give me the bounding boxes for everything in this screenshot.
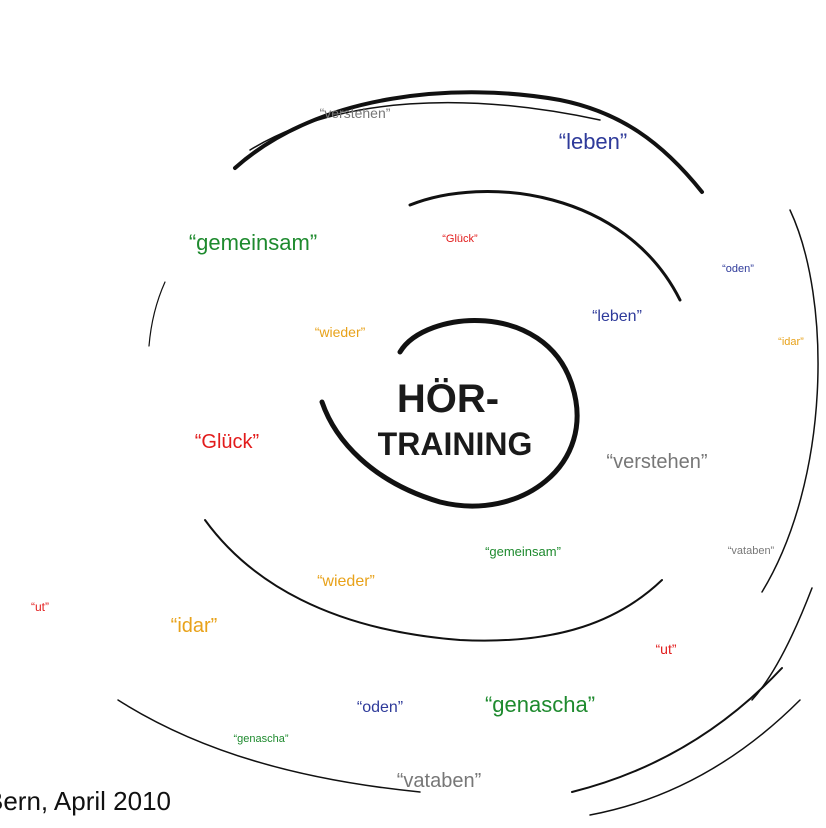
word: “Glück” <box>442 233 478 245</box>
stroke <box>149 282 165 346</box>
word: “oden” <box>357 699 403 716</box>
stroke <box>205 520 662 641</box>
word: “wieder” <box>315 324 366 340</box>
stroke <box>590 700 800 815</box>
word: “verstehen” <box>320 105 391 121</box>
stroke <box>762 210 818 592</box>
footer: Bern, April 2010 <box>0 786 171 816</box>
word: “vataben” <box>728 545 775 557</box>
stroke <box>235 92 702 192</box>
word: “Glück” <box>195 431 259 453</box>
page: HÖR- TRAINING “verstehen” “leben” “gemei… <box>0 0 826 828</box>
word: “wieder” <box>317 573 375 590</box>
stroke <box>572 668 782 792</box>
word: “ut” <box>656 641 677 657</box>
stroke <box>410 191 680 300</box>
word: “leben” <box>559 129 627 154</box>
word: “idar” <box>778 336 804 348</box>
word: “idar” <box>171 615 218 637</box>
word: “oden” <box>722 263 754 275</box>
stroke <box>752 588 812 700</box>
word: “gemeinsam” <box>485 544 561 559</box>
word: “genascha” <box>233 733 288 745</box>
word: “vataben” <box>397 770 482 792</box>
title-line: HÖR- <box>397 376 499 421</box>
poster: HÖR- TRAINING “verstehen” “leben” “gemei… <box>0 0 826 828</box>
title-line: TRAINING <box>378 426 533 462</box>
word: “genascha” <box>485 692 595 717</box>
word: “ut” <box>31 600 49 614</box>
word: “gemeinsam” <box>189 230 317 255</box>
word: “leben” <box>592 308 642 325</box>
word: “verstehen” <box>606 451 707 473</box>
